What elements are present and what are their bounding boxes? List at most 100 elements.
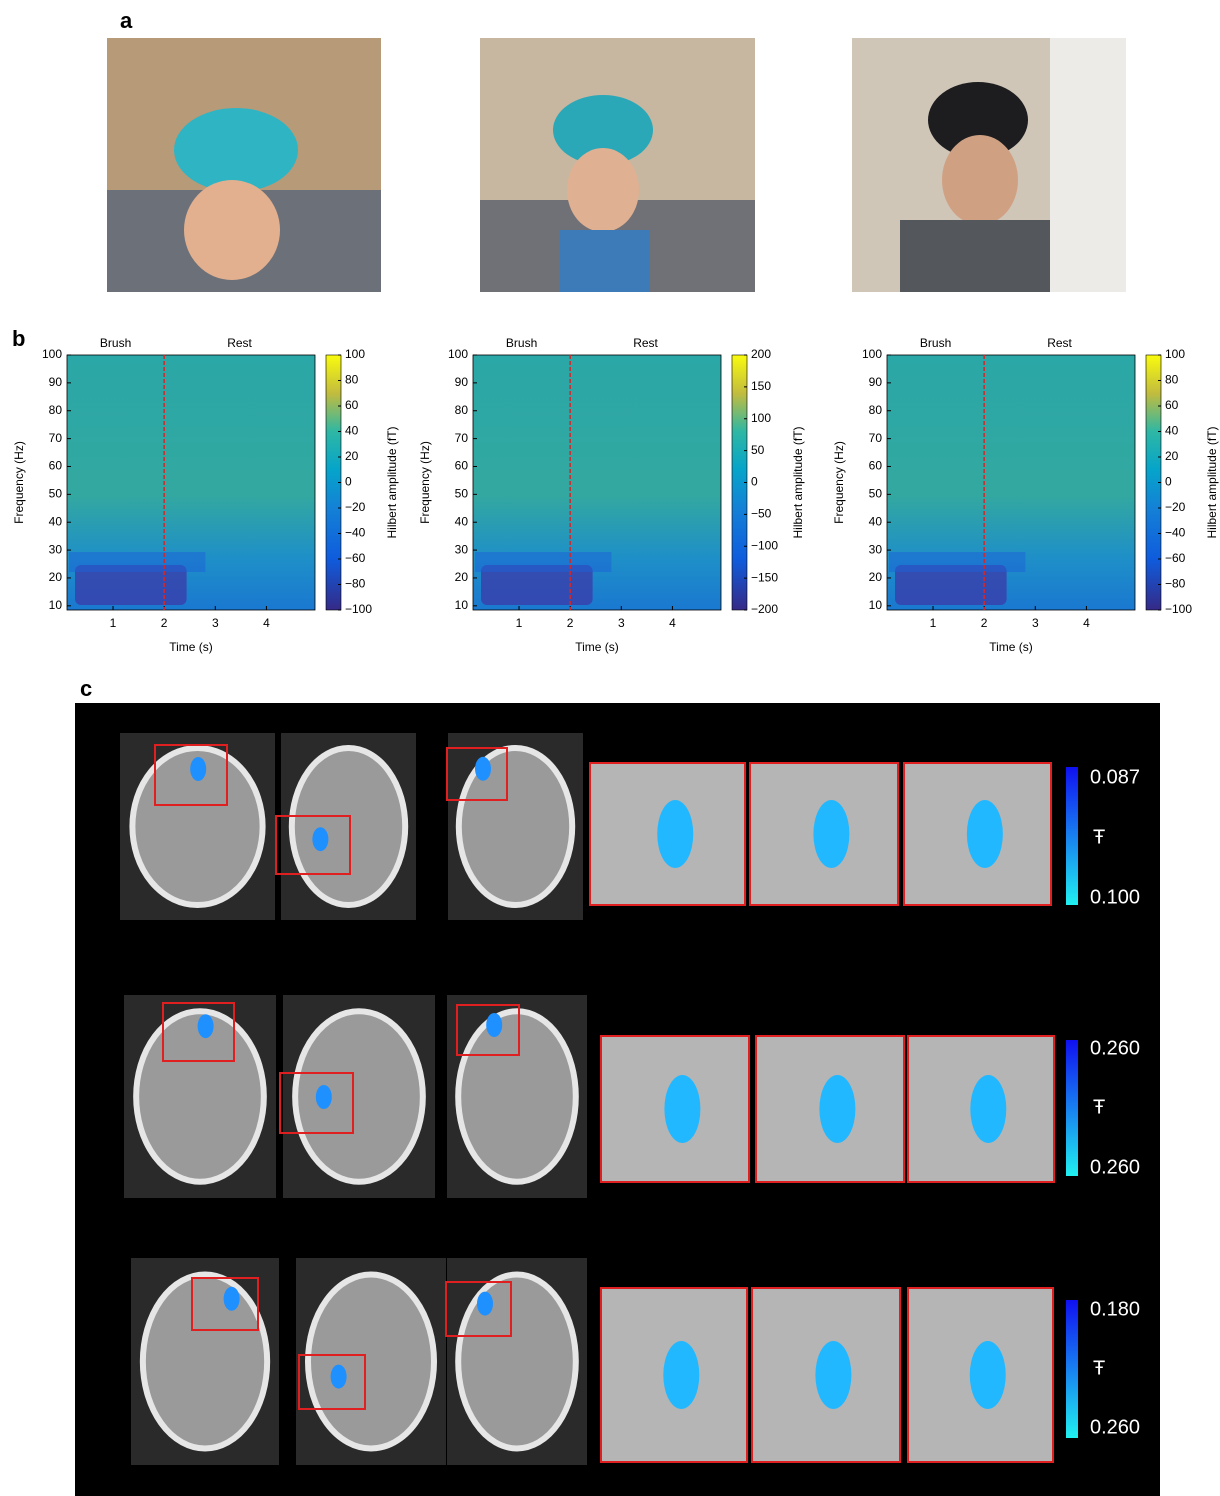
y-tick-label: 90 xyxy=(869,375,883,389)
y-tick-label: 30 xyxy=(49,542,63,556)
colorbar-tick-label: 40 xyxy=(1165,424,1179,438)
x-tick-label: 2 xyxy=(981,616,988,630)
x-tick-label: 2 xyxy=(567,616,574,630)
y-tick-label: 20 xyxy=(455,570,469,584)
mri-brain xyxy=(136,1011,264,1182)
colorbar-tick-label: 100 xyxy=(345,347,365,361)
colorbar-tick-label: −40 xyxy=(345,526,366,540)
colorbar-tick-label: −40 xyxy=(1165,526,1186,540)
mri-brain xyxy=(458,1011,576,1182)
y-tick-label: 40 xyxy=(455,514,469,528)
photos xyxy=(107,38,1126,292)
colorbar-label: 0.087 xyxy=(1090,766,1140,788)
colorbar-label: 0.260 xyxy=(1090,1416,1140,1438)
colorbar-tick-label: −80 xyxy=(1165,577,1186,591)
activation xyxy=(664,1075,700,1143)
heatmap-band xyxy=(69,552,205,572)
y-tick-label: 10 xyxy=(455,598,469,612)
colorbar-tick-label: −20 xyxy=(1165,500,1186,514)
activation xyxy=(967,800,1003,868)
x-tick-label: 4 xyxy=(263,616,270,630)
y-tick-label: 30 xyxy=(455,542,469,556)
y-tick-label: 50 xyxy=(455,487,469,501)
activation xyxy=(815,1341,851,1409)
colorbar-tick-label: −80 xyxy=(345,577,366,591)
mri-brain xyxy=(292,748,405,905)
colorbar-symbol: Ŧ xyxy=(1093,826,1105,848)
activation xyxy=(331,1365,347,1389)
colorbar-label: Hilbert amplitude (fT) xyxy=(791,426,805,538)
y-tick-label: 90 xyxy=(49,375,63,389)
activation xyxy=(224,1287,240,1311)
y-tick-label: 70 xyxy=(49,431,63,445)
colorbar-tick-label: 20 xyxy=(1165,449,1179,463)
top-label: Rest xyxy=(1047,336,1072,350)
x-axis-label: Time (s) xyxy=(989,640,1033,654)
y-tick-label: 50 xyxy=(869,487,883,501)
figure: a b c 0.087 Ŧ 0.100 0.260 Ŧ 0.260 0.180 … xyxy=(0,0,1220,1496)
colorbar-tick-label: −100 xyxy=(751,538,778,552)
x-tick-label: 2 xyxy=(161,616,168,630)
mri-brain xyxy=(295,1011,423,1182)
panel-label: a xyxy=(120,8,133,33)
colorbar-tick-label: −20 xyxy=(345,500,366,514)
colorbar-tick-label: −60 xyxy=(1165,551,1186,565)
x-axis-label: Time (s) xyxy=(169,640,213,654)
x-tick-label: 4 xyxy=(1083,616,1090,630)
activation xyxy=(198,1014,214,1038)
y-tick-label: 30 xyxy=(869,542,883,556)
x-tick-label: 1 xyxy=(110,616,117,630)
y-tick-label: 10 xyxy=(869,598,883,612)
colorbar-tick-label: 200 xyxy=(751,347,771,361)
activation xyxy=(475,757,491,781)
y-tick-label: 60 xyxy=(455,459,469,473)
y-tick-label: 100 xyxy=(862,347,882,361)
top-label: Rest xyxy=(227,336,252,350)
heatmap-band xyxy=(889,552,1025,572)
activation xyxy=(486,1013,502,1037)
activation xyxy=(312,827,328,851)
y-tick-label: 90 xyxy=(455,375,469,389)
colorbar-tick-label: 40 xyxy=(345,424,359,438)
heatmap-band xyxy=(475,552,611,572)
colorbar-tick-label: 100 xyxy=(1165,347,1185,361)
activation xyxy=(663,1341,699,1409)
colorbar-tick-label: 0 xyxy=(751,475,758,489)
mri-brain xyxy=(308,1275,434,1449)
colorbar-tick-label: −150 xyxy=(751,570,778,584)
activation xyxy=(970,1341,1006,1409)
y-axis-label: Frequency (Hz) xyxy=(832,441,846,524)
colorbar-label: Hilbert amplitude (fT) xyxy=(385,426,399,538)
y-tick-label: 10 xyxy=(49,598,63,612)
y-tick-label: 40 xyxy=(49,514,63,528)
y-tick-label: 70 xyxy=(455,431,469,445)
activation xyxy=(819,1075,855,1143)
y-tick-label: 50 xyxy=(49,487,63,501)
colorbar-tick-label: 100 xyxy=(751,411,771,425)
top-label: Brush xyxy=(920,336,951,350)
mri-brain xyxy=(143,1275,267,1449)
y-tick-label: 60 xyxy=(49,459,63,473)
colorbar-tick-label: 60 xyxy=(1165,398,1179,412)
activation xyxy=(477,1292,493,1316)
colorbar-tick-label: −100 xyxy=(345,602,372,616)
y-tick-label: 100 xyxy=(42,347,62,361)
y-tick-label: 70 xyxy=(869,431,883,445)
colorbar-tick-label: −100 xyxy=(1165,602,1192,616)
y-tick-label: 100 xyxy=(448,347,468,361)
colorbar-label: Hilbert amplitude (fT) xyxy=(1205,426,1219,538)
colorbar-label: 0.260 xyxy=(1090,1037,1140,1059)
x-tick-label: 3 xyxy=(212,616,219,630)
colorbar-label: 0.100 xyxy=(1090,886,1140,908)
y-axis-label: Frequency (Hz) xyxy=(12,441,26,524)
panel-label: b xyxy=(12,326,25,351)
colorbar-tick-label: −200 xyxy=(751,602,778,616)
colorbar-tick-label: 60 xyxy=(345,398,359,412)
y-tick-label: 20 xyxy=(869,570,883,584)
y-axis-label: Frequency (Hz) xyxy=(418,441,432,524)
colorbar-tick-label: 0 xyxy=(1165,475,1172,489)
colorbar-tick-label: 150 xyxy=(751,379,771,393)
y-tick-label: 80 xyxy=(455,403,469,417)
activation xyxy=(970,1075,1006,1143)
colorbar-tick-label: 80 xyxy=(345,373,359,387)
